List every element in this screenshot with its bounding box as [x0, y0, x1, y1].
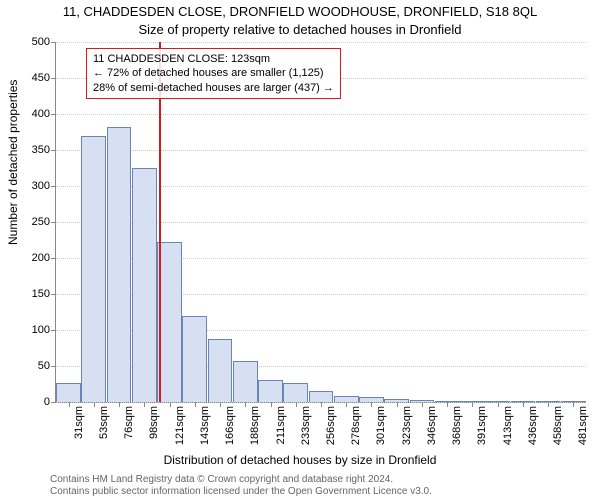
- ytick-label: 500: [32, 36, 50, 48]
- xtick-label: 481sqm: [577, 406, 589, 445]
- histogram-bar: [309, 391, 334, 402]
- footer-line: Contains public sector information licen…: [50, 486, 590, 498]
- xtick-label: 53sqm: [98, 406, 110, 439]
- histogram-bar: [182, 316, 207, 402]
- xtick-mark: [220, 402, 221, 407]
- ytick-mark: [51, 330, 56, 331]
- xtick-mark: [195, 402, 196, 407]
- ytick-label: 0: [44, 396, 50, 408]
- ytick-mark: [51, 222, 56, 223]
- xtick-label: 166sqm: [224, 406, 236, 445]
- xtick-mark: [245, 402, 246, 407]
- xtick-mark: [94, 402, 95, 407]
- ytick-label: 100: [32, 324, 50, 336]
- ytick-mark: [51, 114, 56, 115]
- histogram-bar: [258, 380, 283, 402]
- xtick-mark: [447, 402, 448, 407]
- annotation-line: ← 72% of detached houses are smaller (1,…: [93, 66, 334, 80]
- y-axis-label: Number of detached properties: [6, 80, 20, 245]
- xtick-mark: [321, 402, 322, 407]
- xtick-label: 323sqm: [401, 406, 413, 445]
- xtick-label: 233sqm: [300, 406, 312, 445]
- ytick-label: 200: [32, 252, 50, 264]
- ytick-mark: [51, 42, 56, 43]
- ytick-label: 150: [32, 288, 50, 300]
- ytick-label: 350: [32, 144, 50, 156]
- ytick-mark: [51, 294, 56, 295]
- ytick-mark: [51, 402, 56, 403]
- ytick-label: 300: [32, 180, 50, 192]
- x-axis-label: Distribution of detached houses by size …: [0, 453, 600, 467]
- xtick-label: 31sqm: [73, 406, 85, 439]
- xtick-label: 121sqm: [174, 406, 186, 445]
- annotation-line: 28% of semi-detached houses are larger (…: [93, 81, 334, 95]
- footer-line: Contains HM Land Registry data © Crown c…: [50, 474, 590, 486]
- xtick-mark: [271, 402, 272, 407]
- xtick-label: 413sqm: [502, 406, 514, 445]
- xtick-label: 391sqm: [476, 406, 488, 445]
- xtick-label: 458sqm: [552, 406, 564, 445]
- xtick-label: 256sqm: [325, 406, 337, 445]
- xtick-label: 98sqm: [148, 406, 160, 439]
- xtick-label: 301sqm: [375, 406, 387, 445]
- ytick-mark: [51, 366, 56, 367]
- gridline: [56, 42, 586, 43]
- footer: Contains HM Land Registry data © Crown c…: [50, 474, 590, 498]
- xtick-mark: [523, 402, 524, 407]
- xtick-mark: [296, 402, 297, 407]
- xtick-mark: [346, 402, 347, 407]
- histogram-bar: [81, 136, 106, 402]
- histogram-bar: [283, 383, 308, 402]
- gridline: [56, 114, 586, 115]
- xtick-label: 368sqm: [451, 406, 463, 445]
- xtick-label: 211sqm: [275, 406, 287, 444]
- xtick-mark: [548, 402, 549, 407]
- xtick-mark: [69, 402, 70, 407]
- annotation-box: 11 CHADDESDEN CLOSE: 123sqm ← 72% of det…: [86, 48, 341, 99]
- histogram-bar: [107, 127, 132, 402]
- title-subtitle: Size of property relative to detached ho…: [0, 22, 600, 37]
- histogram-bar: [56, 383, 81, 402]
- xtick-mark: [119, 402, 120, 407]
- ytick-mark: [51, 78, 56, 79]
- xtick-label: 188sqm: [249, 406, 261, 445]
- ytick-mark: [51, 258, 56, 259]
- gridline: [56, 150, 586, 151]
- xtick-mark: [498, 402, 499, 407]
- ytick-mark: [51, 186, 56, 187]
- ytick-label: 250: [32, 216, 50, 228]
- xtick-label: 76sqm: [123, 406, 135, 439]
- annotation-line: 11 CHADDESDEN CLOSE: 123sqm: [93, 52, 334, 66]
- xtick-mark: [472, 402, 473, 407]
- chart-container: 11, CHADDESDEN CLOSE, DRONFIELD WOODHOUS…: [0, 0, 600, 500]
- plot-area: 05010015020025030035040045050031sqm53sqm…: [55, 42, 586, 403]
- ytick-label: 400: [32, 108, 50, 120]
- xtick-mark: [397, 402, 398, 407]
- xtick-mark: [144, 402, 145, 407]
- histogram-bar: [132, 168, 157, 402]
- xtick-label: 436sqm: [527, 406, 539, 445]
- xtick-mark: [422, 402, 423, 407]
- xtick-mark: [170, 402, 171, 407]
- xtick-mark: [573, 402, 574, 407]
- histogram-bar: [208, 339, 233, 402]
- histogram-bar: [233, 361, 258, 402]
- xtick-label: 278sqm: [350, 406, 362, 445]
- xtick-label: 346sqm: [426, 406, 438, 445]
- title-address: 11, CHADDESDEN CLOSE, DRONFIELD WOODHOUS…: [0, 4, 600, 19]
- xtick-mark: [371, 402, 372, 407]
- ytick-label: 450: [32, 72, 50, 84]
- ytick-label: 50: [38, 360, 50, 372]
- ytick-mark: [51, 150, 56, 151]
- xtick-label: 143sqm: [199, 406, 211, 445]
